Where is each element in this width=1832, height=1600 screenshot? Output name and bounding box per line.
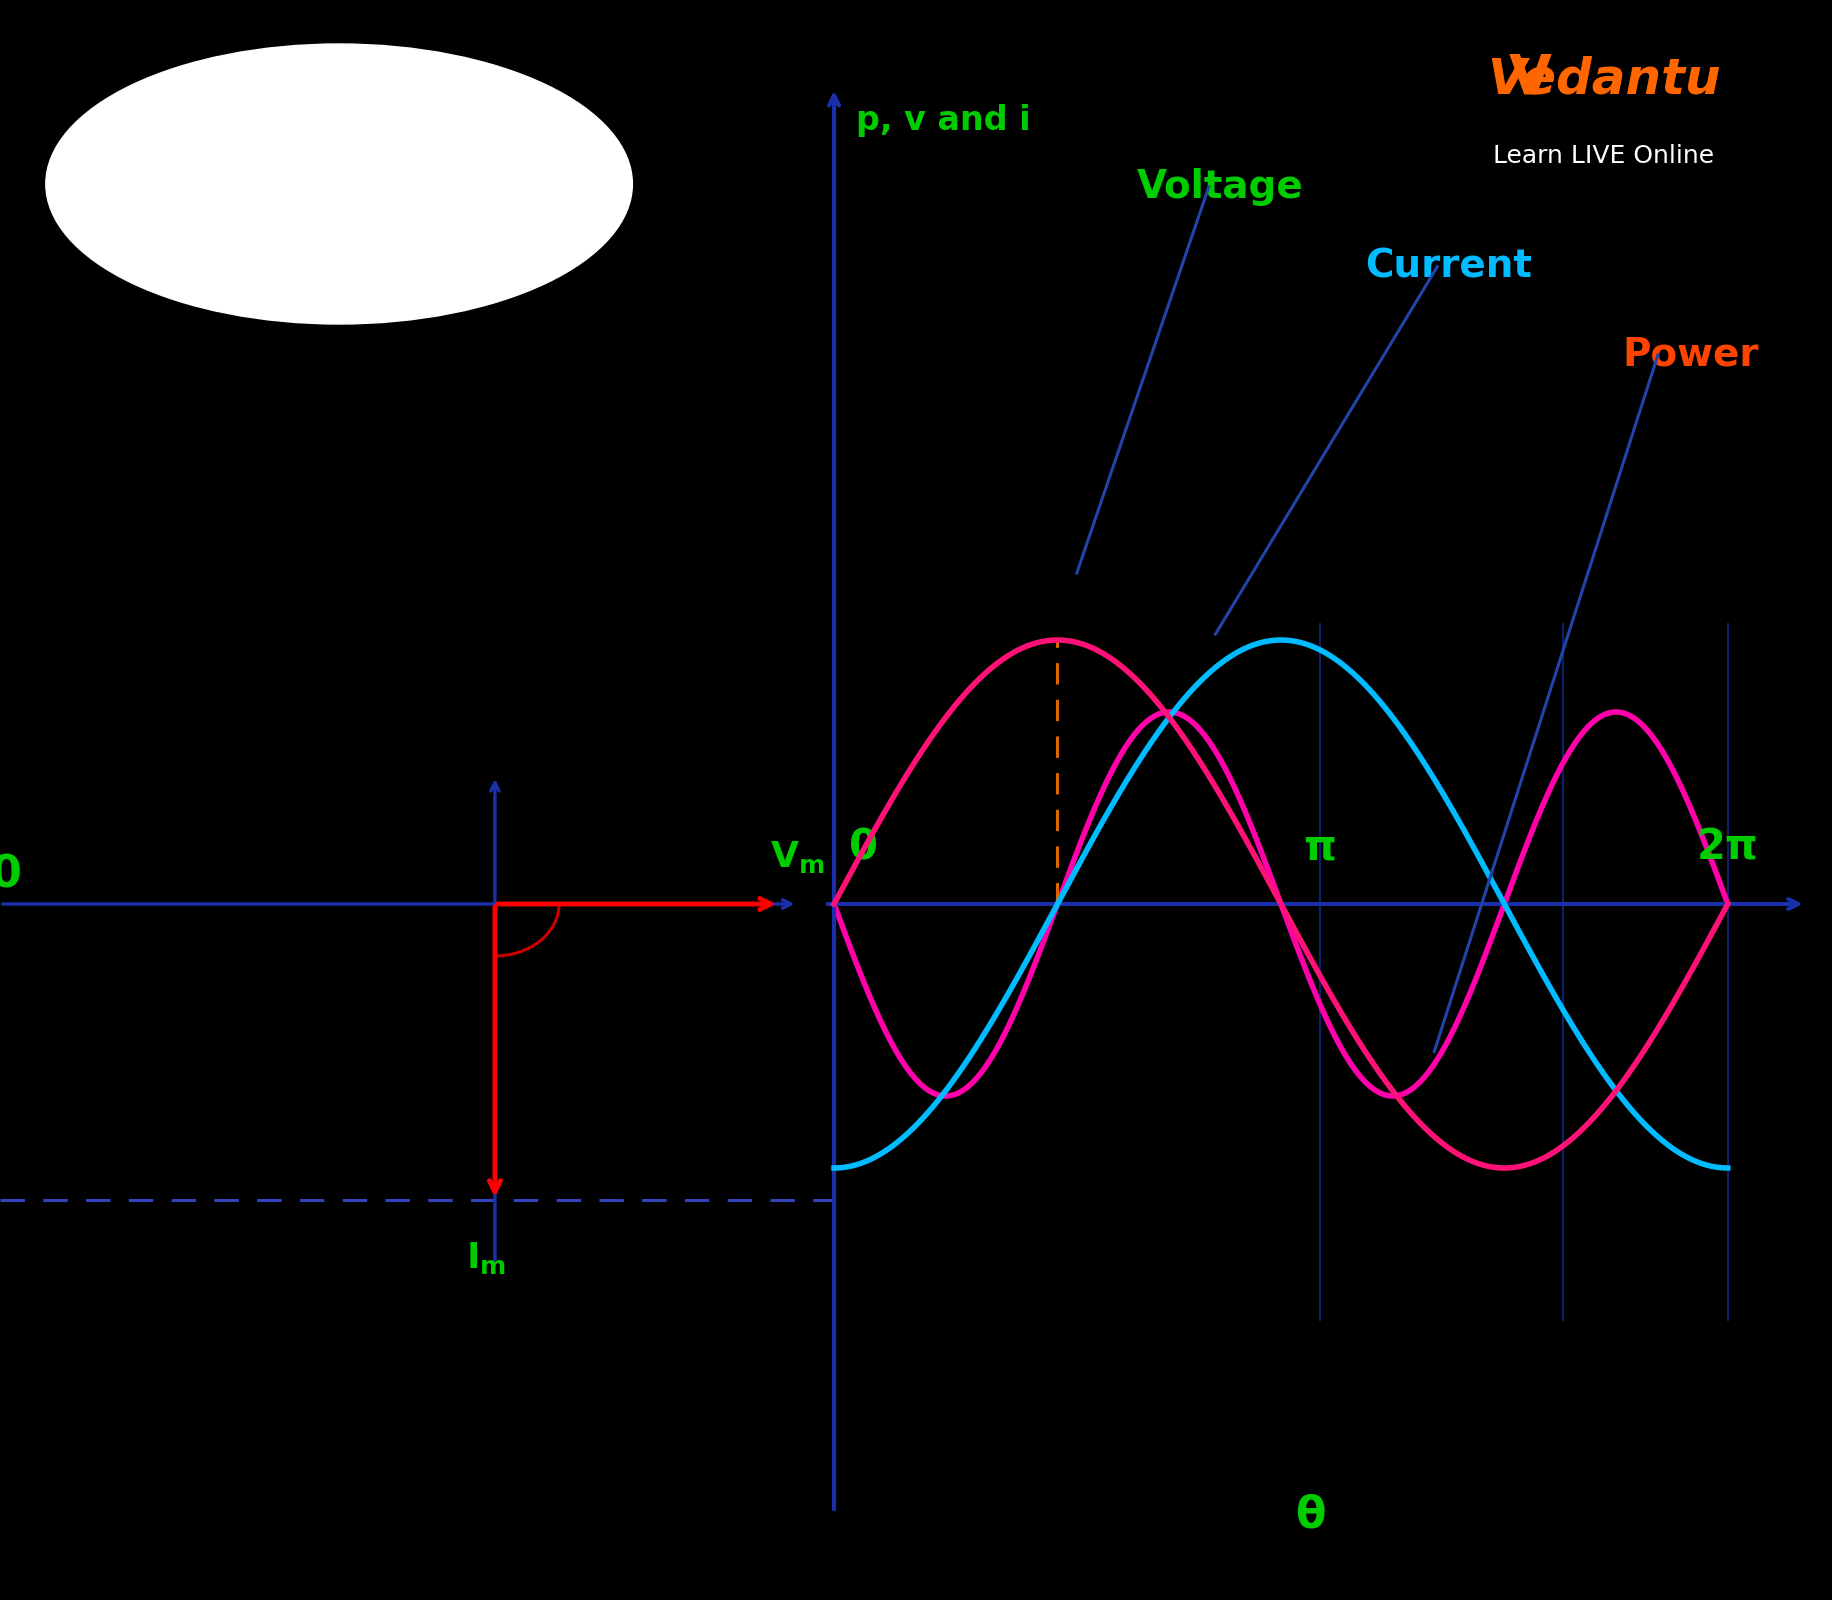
Text: 0: 0 — [0, 854, 22, 896]
Text: Power: Power — [1621, 336, 1757, 374]
Ellipse shape — [46, 43, 632, 323]
Text: θ: θ — [1295, 1493, 1325, 1536]
Text: Current: Current — [1365, 248, 1532, 286]
Text: π: π — [1303, 827, 1336, 869]
Text: V: V — [1508, 51, 1552, 106]
Text: 2π: 2π — [1696, 827, 1757, 869]
Text: Learn LIVE Online: Learn LIVE Online — [1493, 144, 1713, 168]
Text: Vedantu: Vedantu — [1486, 56, 1720, 104]
Text: $\mathbf{I_m}$: $\mathbf{I_m}$ — [465, 1240, 506, 1277]
Text: 0: 0 — [848, 827, 878, 869]
Text: p, v and i: p, v and i — [856, 104, 1030, 138]
Text: $\mathbf{V_m}$: $\mathbf{V_m}$ — [769, 838, 824, 875]
Text: Voltage: Voltage — [1136, 168, 1303, 206]
